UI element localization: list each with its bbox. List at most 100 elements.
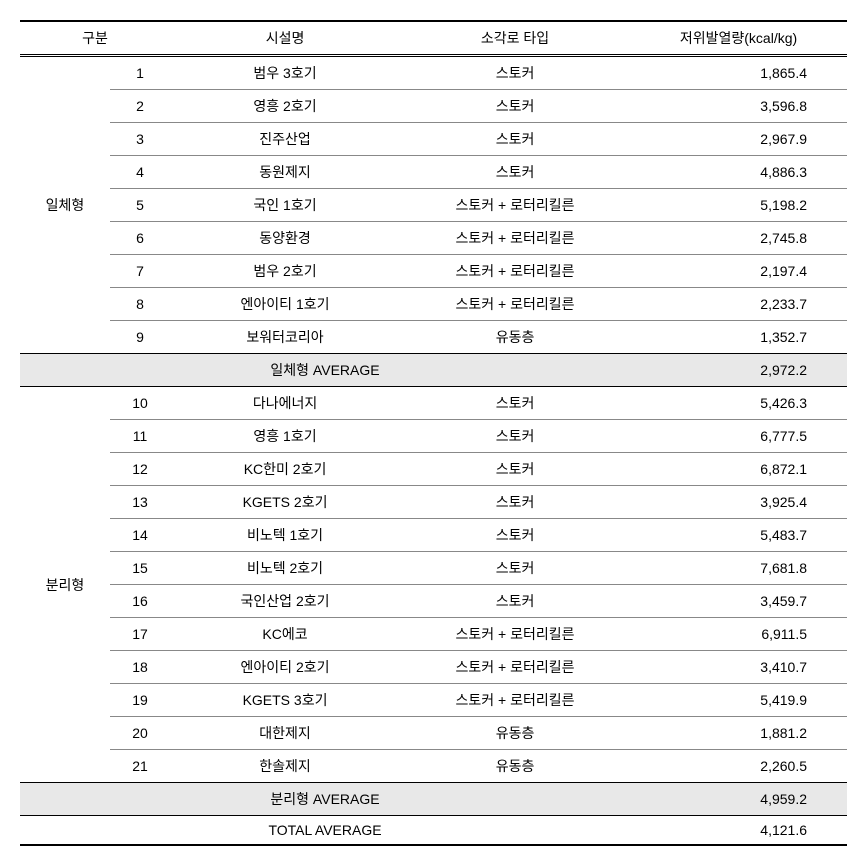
facility-name: 엔아이티 1호기 [170, 288, 400, 321]
row-index: 17 [110, 618, 170, 651]
heat-value: 5,198.2 [630, 189, 847, 222]
facility-name: 대한제지 [170, 717, 400, 750]
group-average-row: 분리형 AVERAGE4,959.2 [20, 783, 847, 816]
heat-value: 1,865.4 [630, 56, 847, 90]
heat-value: 2,260.5 [630, 750, 847, 783]
incinerator-type: 유동층 [400, 750, 630, 783]
heat-value: 2,233.7 [630, 288, 847, 321]
heat-value: 3,925.4 [630, 486, 847, 519]
heat-value: 3,410.7 [630, 651, 847, 684]
table-row: 8엔아이티 1호기스토커 + 로터리킬른2,233.7 [20, 288, 847, 321]
heat-value: 1,352.7 [630, 321, 847, 354]
row-index: 11 [110, 420, 170, 453]
row-index: 3 [110, 123, 170, 156]
group-label: 분리형 [20, 387, 110, 783]
incinerator-type: 스토커 + 로터리킬른 [400, 651, 630, 684]
row-index: 1 [110, 56, 170, 90]
row-index: 2 [110, 90, 170, 123]
facility-name: 한솔제지 [170, 750, 400, 783]
facility-name: KGETS 3호기 [170, 684, 400, 717]
total-average-label: TOTAL AVERAGE [20, 816, 630, 846]
facility-name: KGETS 2호기 [170, 486, 400, 519]
row-index: 14 [110, 519, 170, 552]
table-row: 9보워터코리아유동층1,352.7 [20, 321, 847, 354]
row-index: 13 [110, 486, 170, 519]
row-index: 6 [110, 222, 170, 255]
incinerator-type: 유동층 [400, 717, 630, 750]
incinerator-type: 스토커 [400, 552, 630, 585]
heat-value: 3,596.8 [630, 90, 847, 123]
facility-name: 영흥 2호기 [170, 90, 400, 123]
incinerator-type: 스토커 + 로터리킬른 [400, 222, 630, 255]
table-row: 일체형1범우 3호기스토커1,865.4 [20, 56, 847, 90]
row-index: 18 [110, 651, 170, 684]
incinerator-type: 스토커 [400, 585, 630, 618]
table-row: 16국인산업 2호기스토커3,459.7 [20, 585, 847, 618]
row-index: 8 [110, 288, 170, 321]
table-row: 18엔아이티 2호기스토커 + 로터리킬른3,410.7 [20, 651, 847, 684]
table-row: 19KGETS 3호기스토커 + 로터리킬른5,419.9 [20, 684, 847, 717]
incinerator-type: 스토커 [400, 420, 630, 453]
row-index: 7 [110, 255, 170, 288]
group-average-label: 분리형 AVERAGE [20, 783, 630, 816]
table-row: 11영흥 1호기스토커6,777.5 [20, 420, 847, 453]
table-row: 6동양환경스토커 + 로터리킬른2,745.8 [20, 222, 847, 255]
table-row: 2영흥 2호기스토커3,596.8 [20, 90, 847, 123]
group-average-value: 4,959.2 [630, 783, 847, 816]
row-index: 16 [110, 585, 170, 618]
heat-value: 6,911.5 [630, 618, 847, 651]
facility-name: 범우 3호기 [170, 56, 400, 90]
facility-name: 국인 1호기 [170, 189, 400, 222]
incinerator-type: 스토커 + 로터리킬른 [400, 288, 630, 321]
table-row: 7범우 2호기스토커 + 로터리킬른2,197.4 [20, 255, 847, 288]
facility-name: 비노텍 1호기 [170, 519, 400, 552]
table-header-row: 구분 시설명 소각로 타입 저위발열량(kcal/kg) [20, 21, 847, 56]
incinerator-type: 스토커 [400, 486, 630, 519]
facility-name: 엔아이티 2호기 [170, 651, 400, 684]
header-name: 시설명 [170, 21, 400, 56]
facility-name: 보워터코리아 [170, 321, 400, 354]
facility-name: 다나에너지 [170, 387, 400, 420]
row-index: 19 [110, 684, 170, 717]
group-average-label: 일체형 AVERAGE [20, 354, 630, 387]
table-row: 15비노텍 2호기스토커7,681.8 [20, 552, 847, 585]
heat-value: 6,777.5 [630, 420, 847, 453]
facility-name: 국인산업 2호기 [170, 585, 400, 618]
facility-name: KC에코 [170, 618, 400, 651]
header-type: 소각로 타입 [400, 21, 630, 56]
incinerator-type: 스토커 [400, 453, 630, 486]
facility-name: 동원제지 [170, 156, 400, 189]
facility-name: 영흥 1호기 [170, 420, 400, 453]
heat-value: 2,197.4 [630, 255, 847, 288]
incinerator-type: 스토커 + 로터리킬른 [400, 255, 630, 288]
table-body: 일체형1범우 3호기스토커1,865.42영흥 2호기스토커3,596.83진주… [20, 56, 847, 846]
row-index: 10 [110, 387, 170, 420]
table-row: 17KC에코스토커 + 로터리킬른6,911.5 [20, 618, 847, 651]
header-value: 저위발열량(kcal/kg) [630, 21, 847, 56]
table-row: 21한솔제지유동층2,260.5 [20, 750, 847, 783]
table-row: 4동원제지스토커4,886.3 [20, 156, 847, 189]
heat-value: 5,426.3 [630, 387, 847, 420]
incinerator-type: 유동층 [400, 321, 630, 354]
group-label: 일체형 [20, 56, 110, 354]
table-row: 12KC한미 2호기스토커6,872.1 [20, 453, 847, 486]
group-average-row: 일체형 AVERAGE2,972.2 [20, 354, 847, 387]
total-average-row: TOTAL AVERAGE4,121.6 [20, 816, 847, 846]
heat-value: 3,459.7 [630, 585, 847, 618]
heat-value: 5,483.7 [630, 519, 847, 552]
heat-value-table: 구분 시설명 소각로 타입 저위발열량(kcal/kg) 일체형1범우 3호기스… [20, 20, 847, 846]
header-group: 구분 [20, 21, 170, 56]
row-index: 4 [110, 156, 170, 189]
heat-value: 2,745.8 [630, 222, 847, 255]
row-index: 21 [110, 750, 170, 783]
heat-value: 5,419.9 [630, 684, 847, 717]
facility-name: KC한미 2호기 [170, 453, 400, 486]
table-row: 3진주산업스토커2,967.9 [20, 123, 847, 156]
group-average-value: 2,972.2 [630, 354, 847, 387]
incinerator-type: 스토커 [400, 519, 630, 552]
row-index: 15 [110, 552, 170, 585]
heat-value: 6,872.1 [630, 453, 847, 486]
row-index: 20 [110, 717, 170, 750]
table-row: 14비노텍 1호기스토커5,483.7 [20, 519, 847, 552]
row-index: 5 [110, 189, 170, 222]
